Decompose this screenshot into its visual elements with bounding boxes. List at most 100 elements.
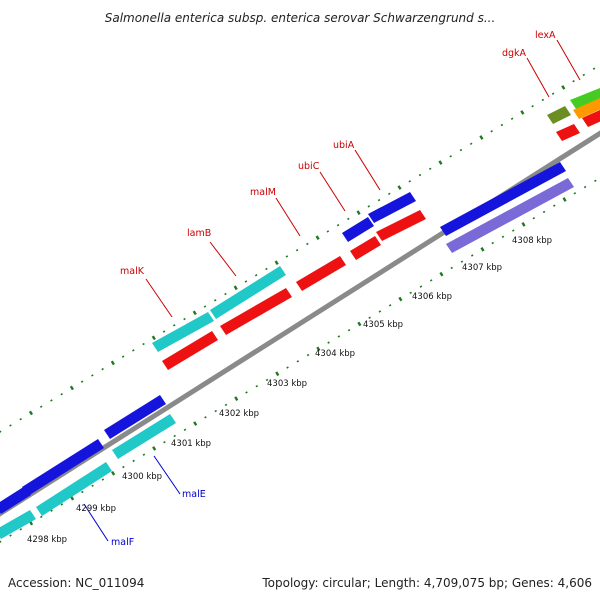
tick-mark <box>356 210 361 215</box>
map-title: Salmonella enterica subsp. enterica sero… <box>105 11 496 25</box>
label-leader-line <box>209 241 237 277</box>
tick-mark <box>192 310 197 316</box>
tick-mark <box>553 204 556 207</box>
label-leader-line <box>354 149 381 191</box>
tick-mark <box>388 192 391 196</box>
gene-red-fwd <box>296 256 346 291</box>
tick-mark <box>265 267 268 271</box>
gene-cyan-fwd <box>210 266 286 319</box>
gene-blue-fwd <box>22 439 104 496</box>
tick-mark <box>214 409 217 413</box>
gene-red-fwd <box>582 110 600 127</box>
tick-mark <box>163 441 166 444</box>
label-leaders <box>83 39 581 542</box>
tick-mark <box>480 246 485 252</box>
tick-mark <box>326 230 330 233</box>
tick-mark <box>315 235 320 241</box>
tick-mark <box>28 410 34 416</box>
tick-mark <box>224 292 227 296</box>
tick-labels: 4298 kbp 4299 kbp 4300 kbp 4301 kbp 4302 kbp… <box>27 236 552 545</box>
forward-outer-lane <box>0 88 600 514</box>
tick-mark <box>306 242 309 246</box>
tick-label: 4300 kbp <box>122 472 162 482</box>
tick-mark <box>122 465 125 469</box>
tick-mark <box>450 266 453 270</box>
tick-mark <box>132 349 135 352</box>
tick-mark <box>347 328 351 332</box>
gene-cyan-rev <box>112 414 176 459</box>
tick-mark <box>367 205 371 208</box>
gene-label: ubiA <box>333 140 355 151</box>
tick-mark <box>110 360 115 366</box>
gene-blue-fwd <box>440 162 566 236</box>
tick-mark <box>183 428 187 431</box>
tick-label: 4305 kbp <box>363 320 403 330</box>
gene-purple-rev <box>446 178 574 253</box>
tick-mark <box>101 478 105 481</box>
label-leader-line <box>145 278 173 318</box>
tick-mark <box>91 484 94 487</box>
gene-label: malE <box>182 489 206 500</box>
tick-mark <box>469 142 473 145</box>
tick-mark <box>296 360 300 363</box>
gene-olive-fwd <box>547 106 571 124</box>
tick-mark <box>244 280 248 283</box>
tick-mark <box>274 260 279 266</box>
tick-label: 4302 kbp <box>219 409 259 419</box>
tick-mark <box>50 399 53 402</box>
gene-label: malK <box>120 266 145 277</box>
tick-mark <box>511 229 515 232</box>
tick-mark <box>378 310 382 313</box>
gene-red-fwd <box>556 124 580 141</box>
tick-mark <box>510 117 514 120</box>
tick-mark <box>0 430 2 433</box>
tick-mark <box>368 316 371 319</box>
gene-label: ubiC <box>298 161 320 172</box>
tick-mark <box>388 304 392 307</box>
tick-mark <box>429 279 433 282</box>
tick-mark <box>479 135 484 140</box>
tick-mark <box>428 167 432 171</box>
tick-mark <box>285 255 289 258</box>
tick-mark <box>213 299 217 302</box>
gene-label: lamB <box>187 228 211 239</box>
tick-mark <box>542 210 546 214</box>
gene-red-fwd <box>162 331 218 370</box>
tick-mark <box>295 248 299 252</box>
tick-mark <box>377 198 381 202</box>
tick-mark <box>81 490 84 494</box>
tick-mark <box>531 105 534 108</box>
tick-mark <box>60 503 64 506</box>
gene-cyan-fwd <box>152 312 214 352</box>
tick-mark <box>275 371 280 377</box>
gene-red-fwd <box>220 288 292 335</box>
tick-mark <box>532 216 536 220</box>
tick-dots <box>0 67 597 543</box>
tick-mark <box>40 515 43 519</box>
gene-blue-fwd <box>0 486 31 514</box>
tick-mark <box>152 446 157 451</box>
tick-mark <box>573 192 577 195</box>
tick-mark <box>151 335 156 341</box>
tick-mark <box>234 396 239 401</box>
accession-text: Accession: NC_011094 <box>8 576 144 590</box>
tick-mark <box>418 173 422 177</box>
tick-mark <box>501 235 505 239</box>
gene-green-fwd <box>570 88 600 109</box>
tick-mark <box>69 385 74 391</box>
tick-mark <box>460 260 464 263</box>
tick-mark <box>357 321 362 327</box>
gene-label: malF <box>111 537 134 548</box>
gene-red-fwd <box>350 236 381 260</box>
tick-mark <box>592 67 596 70</box>
tick-mark <box>19 528 23 531</box>
gene-orange-fwd <box>573 98 600 119</box>
tick-mark <box>520 110 525 115</box>
tick-mark <box>255 384 259 388</box>
tick-mark <box>9 534 12 537</box>
tick-mark <box>459 148 463 152</box>
tick-mark <box>224 403 228 407</box>
gene-labels: malK lamB malM ubiC ubiA dgkA lexA malE malF <box>111 30 556 548</box>
tick-mark <box>101 367 104 371</box>
tick-label: 4298 kbp <box>27 535 67 545</box>
